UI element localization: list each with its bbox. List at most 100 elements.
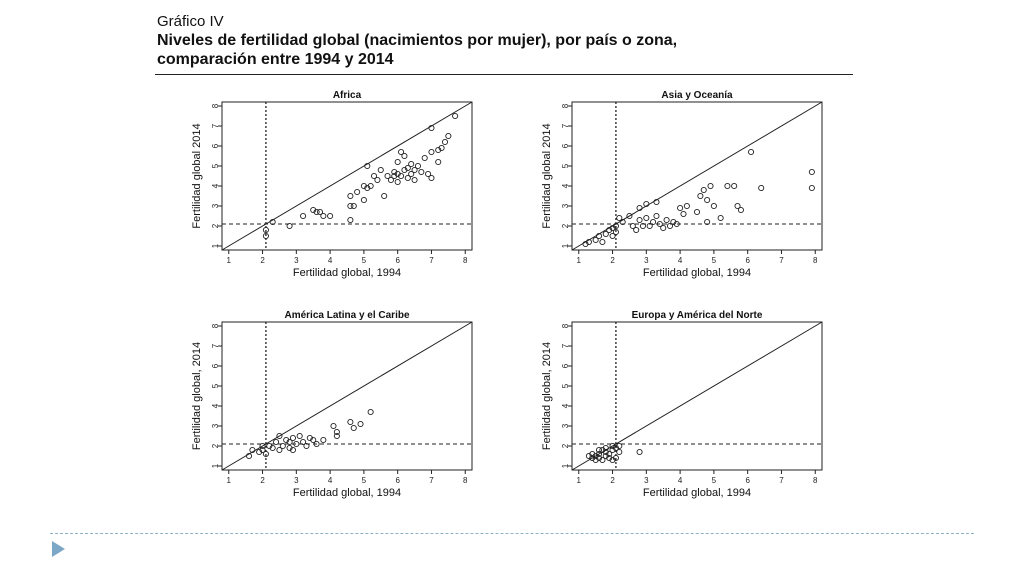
identity-line	[221, 321, 473, 471]
data-point	[262, 226, 269, 234]
data-point	[354, 188, 361, 196]
data-point	[602, 444, 609, 452]
data-point	[636, 448, 643, 456]
data-point	[582, 240, 589, 248]
data-point	[425, 170, 432, 178]
data-point	[595, 446, 603, 454]
data-point	[327, 212, 334, 220]
x-tick-label: 2	[610, 256, 615, 265]
plot-frame	[221, 321, 473, 471]
data-point	[650, 218, 657, 226]
data-point	[438, 144, 445, 152]
data-point	[592, 236, 599, 244]
data-point	[616, 214, 623, 222]
data-point	[595, 232, 603, 240]
x-tick-label: 3	[294, 476, 299, 485]
data-point	[357, 420, 364, 428]
data-point	[313, 440, 320, 448]
data-point	[643, 214, 650, 222]
data-point	[300, 438, 307, 446]
x-tick-label: 2	[610, 476, 615, 485]
data-point	[666, 222, 674, 230]
data-point	[639, 222, 646, 230]
x-tick-label: 5	[712, 476, 717, 485]
data-point	[273, 438, 280, 446]
scatter-chart-america-latina: América Latina y el Caribe 1 2 3 4 5 6 7 8 1 2 3 4 5 6…	[191, 310, 473, 499]
data-point	[408, 170, 415, 178]
y-axis-title: Fertilidad global 2014	[191, 123, 203, 228]
data-point	[262, 232, 269, 240]
data-point	[633, 226, 640, 234]
y-tick-label: 7	[561, 123, 570, 128]
data-point	[435, 146, 442, 154]
data-point	[808, 168, 815, 176]
data-point	[808, 184, 815, 192]
data-point	[748, 148, 755, 156]
data-point	[286, 222, 293, 230]
data-point	[347, 192, 354, 200]
data-point	[704, 196, 711, 204]
data-point	[249, 446, 256, 454]
data-point	[441, 138, 449, 146]
data-point	[350, 424, 357, 432]
x-tick-label: 4	[678, 256, 683, 265]
x-tick-label: 7	[429, 256, 434, 265]
panel-america-latina: América Latina y el Caribe 1 2 3 4 5 6 7 8 1 2 3 4 5 6…	[160, 308, 490, 518]
data-point	[636, 204, 643, 212]
x-tick-label: 8	[813, 256, 818, 265]
y-tick-label: 6	[561, 363, 570, 368]
y-tick-label: 3	[561, 423, 570, 428]
data-point	[381, 192, 388, 200]
data-point	[428, 148, 435, 156]
data-point	[673, 220, 680, 228]
y-tick-label: 1	[561, 463, 570, 468]
x-axis-title: Fertilidad global, 1994	[293, 267, 401, 279]
data-point	[680, 210, 687, 218]
data-point	[310, 206, 317, 214]
data-point	[653, 198, 660, 206]
data-point	[700, 186, 707, 194]
plot-frame	[571, 101, 823, 251]
y-tick-label: 4	[561, 403, 570, 408]
panel-title: Europa y América del Norte	[632, 310, 763, 321]
x-tick-label: 6	[395, 256, 400, 265]
panel-title: América Latina y el Caribe	[284, 310, 409, 321]
data-point	[646, 222, 653, 230]
x-tick-label: 5	[362, 476, 367, 485]
x-tick-label: 3	[294, 256, 299, 265]
data-point	[404, 174, 411, 182]
figure-label: Gráfico IV	[157, 13, 224, 30]
x-tick-label: 7	[429, 476, 434, 485]
identity-line	[571, 321, 823, 471]
x-axis-title: Fertilidad global, 1994	[643, 267, 751, 279]
data-point	[364, 184, 371, 192]
data-point	[710, 202, 717, 210]
data-point	[616, 448, 623, 456]
x-tick-label: 5	[712, 256, 717, 265]
x-tick-label: 3	[644, 256, 649, 265]
data-point	[245, 452, 253, 460]
y-tick-label: 7	[211, 343, 220, 348]
data-point	[612, 444, 619, 452]
data-point	[300, 212, 307, 220]
y-tick-label: 2	[561, 223, 570, 228]
x-tick-label: 6	[745, 256, 750, 265]
x-tick-label: 1	[227, 256, 232, 265]
y-tick-label: 6	[211, 143, 220, 148]
data-point	[731, 182, 738, 190]
x-tick-label: 1	[577, 476, 582, 485]
data-point	[612, 228, 619, 236]
x-tick-label: 7	[779, 476, 784, 485]
x-axis-title: Fertilidad global, 1994	[643, 487, 751, 499]
identity-line	[221, 101, 473, 251]
data-point	[404, 164, 411, 172]
y-axis-title: Fertilidad global, 2014	[541, 342, 553, 450]
data-point	[398, 148, 405, 156]
data-point	[592, 452, 599, 460]
data-point	[592, 456, 599, 464]
data-point	[734, 202, 741, 210]
y-tick-label: 4	[561, 183, 570, 188]
data-point	[653, 212, 660, 220]
data-point	[259, 446, 266, 454]
data-point	[283, 436, 290, 444]
